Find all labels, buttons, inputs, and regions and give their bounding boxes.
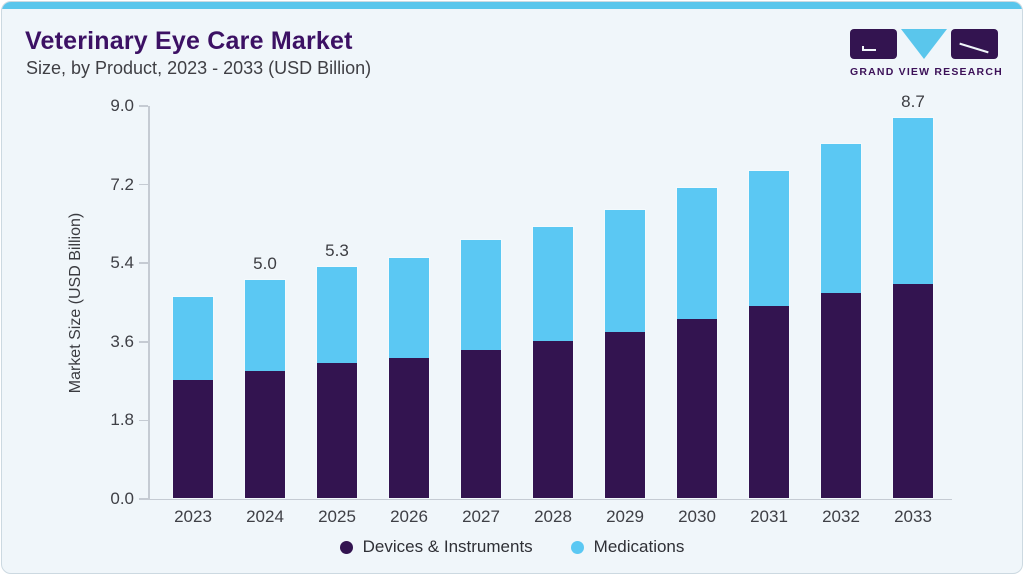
y-tick-mark (139, 183, 148, 186)
y-tick-label: 5.4 (110, 253, 134, 273)
stacked-bar-2027 (461, 240, 501, 498)
x-tick-label: 2026 (390, 507, 428, 526)
bar-value-label: 8.7 (901, 92, 925, 112)
stacked-bar-2032 (821, 144, 861, 498)
stacked-bar-2028 (533, 227, 573, 498)
legend-item: Devices & Instruments (339, 537, 533, 557)
x-tick-label: 2031 (750, 507, 788, 526)
bar-segment-medications (461, 240, 501, 350)
logo-r-glyph (959, 42, 989, 54)
bar-segment-devices-instruments (677, 318, 717, 498)
bar-segment-medications (605, 209, 645, 333)
bar-segment-medications (677, 187, 717, 319)
y-axis-title: Market Size (USD Billion) (67, 212, 84, 393)
bar-value-label: 5.3 (325, 240, 349, 260)
page-subtitle: Size, by Product, 2023 - 2033 (USD Billi… (26, 58, 372, 78)
stacked-bar-2025 (317, 266, 357, 498)
bar-segment-devices-instruments (245, 371, 285, 498)
y-tick-label: 3.6 (110, 331, 134, 351)
x-tick-label: 2033 (894, 507, 932, 526)
legend-dot-icon (570, 540, 584, 554)
bar-segment-medications (245, 279, 285, 372)
y-tick-mark (139, 419, 148, 422)
bar-segment-devices-instruments (533, 340, 573, 498)
x-tick-label: 2028 (534, 507, 572, 526)
x-tick-label: 2030 (678, 507, 716, 526)
bar-segment-medications (533, 227, 573, 341)
gvr-logo-icon (850, 29, 998, 60)
y-tick-mark (139, 262, 148, 264)
logo-g-block (850, 29, 897, 59)
bar-segment-devices-instruments (893, 284, 933, 498)
stacked-bar-2029 (605, 209, 645, 498)
bar-segment-devices-instruments (173, 380, 213, 498)
legend-item: Medications (570, 537, 685, 557)
y-tick-label: 9.0 (110, 96, 134, 115)
legend-label: Medications (593, 537, 685, 556)
top-accent-strip (2, 2, 1022, 9)
stacked-bar-2026 (389, 257, 429, 498)
stacked-bar-2023 (173, 297, 213, 498)
bar-segment-medications (317, 266, 357, 363)
bar-segment-devices-instruments (821, 292, 861, 498)
logo-text: GRAND VIEW RESEARCH (850, 66, 1003, 78)
bar-segment-devices-instruments (389, 358, 429, 498)
x-tick-label: 2032 (822, 507, 860, 526)
stacked-bar-2033 (893, 118, 933, 498)
x-tick-label: 2025 (318, 507, 356, 526)
y-tick-mark (139, 105, 148, 107)
logo-g-glyph (862, 46, 876, 51)
y-tick-mark (139, 341, 148, 343)
bar-segment-devices-instruments (605, 332, 645, 498)
x-tick-label: 2024 (246, 507, 284, 526)
bar-segment-medications (173, 297, 213, 381)
grand-view-research-logo: GRAND VIEW RESEARCH (850, 29, 1003, 78)
x-axis-line (148, 498, 952, 500)
legend-dot-icon (339, 540, 353, 554)
y-tick-label: 7.2 (110, 174, 134, 194)
logo-v-triangle-icon (901, 29, 947, 59)
y-tick-label: 1.8 (110, 410, 134, 430)
legend-label: Devices & Instruments (362, 537, 533, 556)
stacked-bar-2030 (677, 187, 717, 498)
y-axis-line (148, 106, 150, 499)
bar-segment-medications (893, 118, 933, 285)
logo-r-block (951, 29, 998, 59)
bar-segment-devices-instruments (461, 349, 501, 498)
bar-segment-medications (749, 170, 789, 306)
chart-plot-area: Market Size (USD Billion) 9.0 7.2 5.4 3.6 1.… (67, 92, 952, 526)
page-title: Veterinary Eye Care Market (25, 27, 353, 55)
bar-value-label: 5.0 (253, 253, 277, 273)
bar-segment-devices-instruments (317, 362, 357, 498)
chart-legend: Devices & Instruments Medications (2, 537, 1022, 557)
bar-segment-devices-instruments (749, 305, 789, 498)
bar-segment-medications (389, 257, 429, 359)
x-tick-label: 2029 (606, 507, 644, 526)
bar-segment-medications (821, 144, 861, 293)
x-tick-label: 2023 (174, 507, 212, 526)
x-tick-label: 2027 (462, 507, 500, 526)
stacked-bar-2031 (749, 170, 789, 498)
stacked-bar-2024 (245, 279, 285, 498)
y-tick-label: 0.0 (110, 489, 134, 508)
y-tick-mark (139, 498, 148, 500)
